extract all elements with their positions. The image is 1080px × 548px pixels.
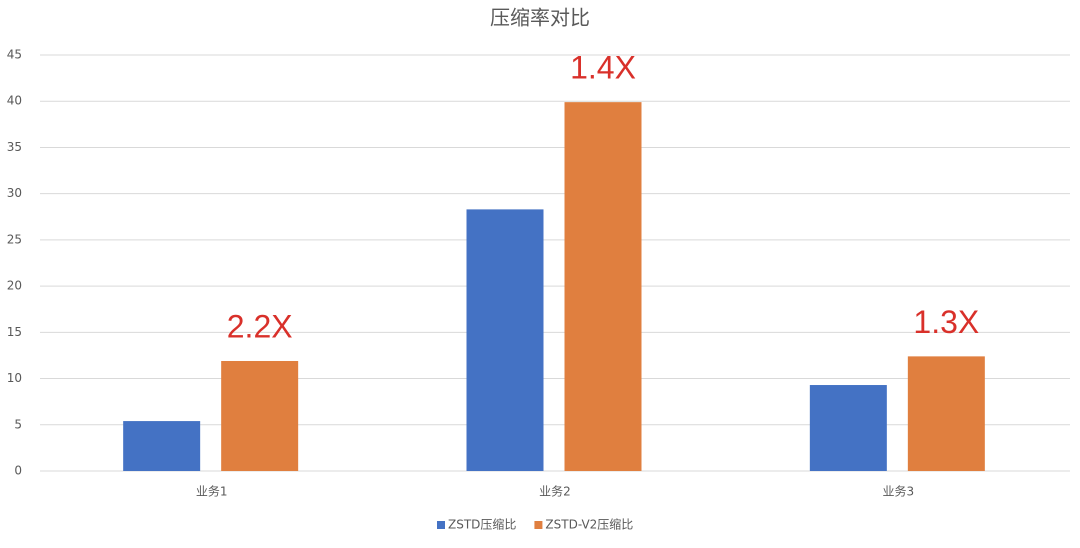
bar [221, 360, 299, 471]
legend-label: ZSTD-V2压缩比 [545, 517, 633, 532]
bar [564, 102, 642, 471]
bar [466, 209, 544, 472]
y-tick-label: 10 [7, 371, 22, 385]
bar [123, 421, 201, 471]
x-tick-label: 业务2 [539, 484, 571, 499]
annotation: 2.2X [227, 308, 293, 344]
annotation: 1.3X [913, 304, 979, 340]
annotation: 1.4X [570, 50, 636, 86]
chart-title: 压缩率对比 [490, 6, 590, 30]
bar [907, 356, 985, 471]
y-tick-label: 20 [7, 279, 22, 293]
legend-label: ZSTD压缩比 [448, 517, 516, 532]
legend-swatch [437, 521, 445, 529]
y-tick-label: 25 [7, 232, 22, 246]
bar [809, 385, 887, 471]
y-tick-label: 15 [7, 325, 22, 339]
y-tick-label: 30 [7, 186, 22, 200]
y-tick-label: 45 [7, 48, 22, 62]
x-tick-label: 业务3 [883, 484, 915, 499]
y-tick-label: 35 [7, 140, 22, 154]
y-tick-label: 5 [14, 417, 22, 431]
legend-swatch [534, 521, 543, 529]
y-tick-label: 40 [7, 94, 22, 108]
x-tick-label: 业务1 [196, 484, 228, 499]
y-tick-label: 0 [14, 464, 22, 478]
